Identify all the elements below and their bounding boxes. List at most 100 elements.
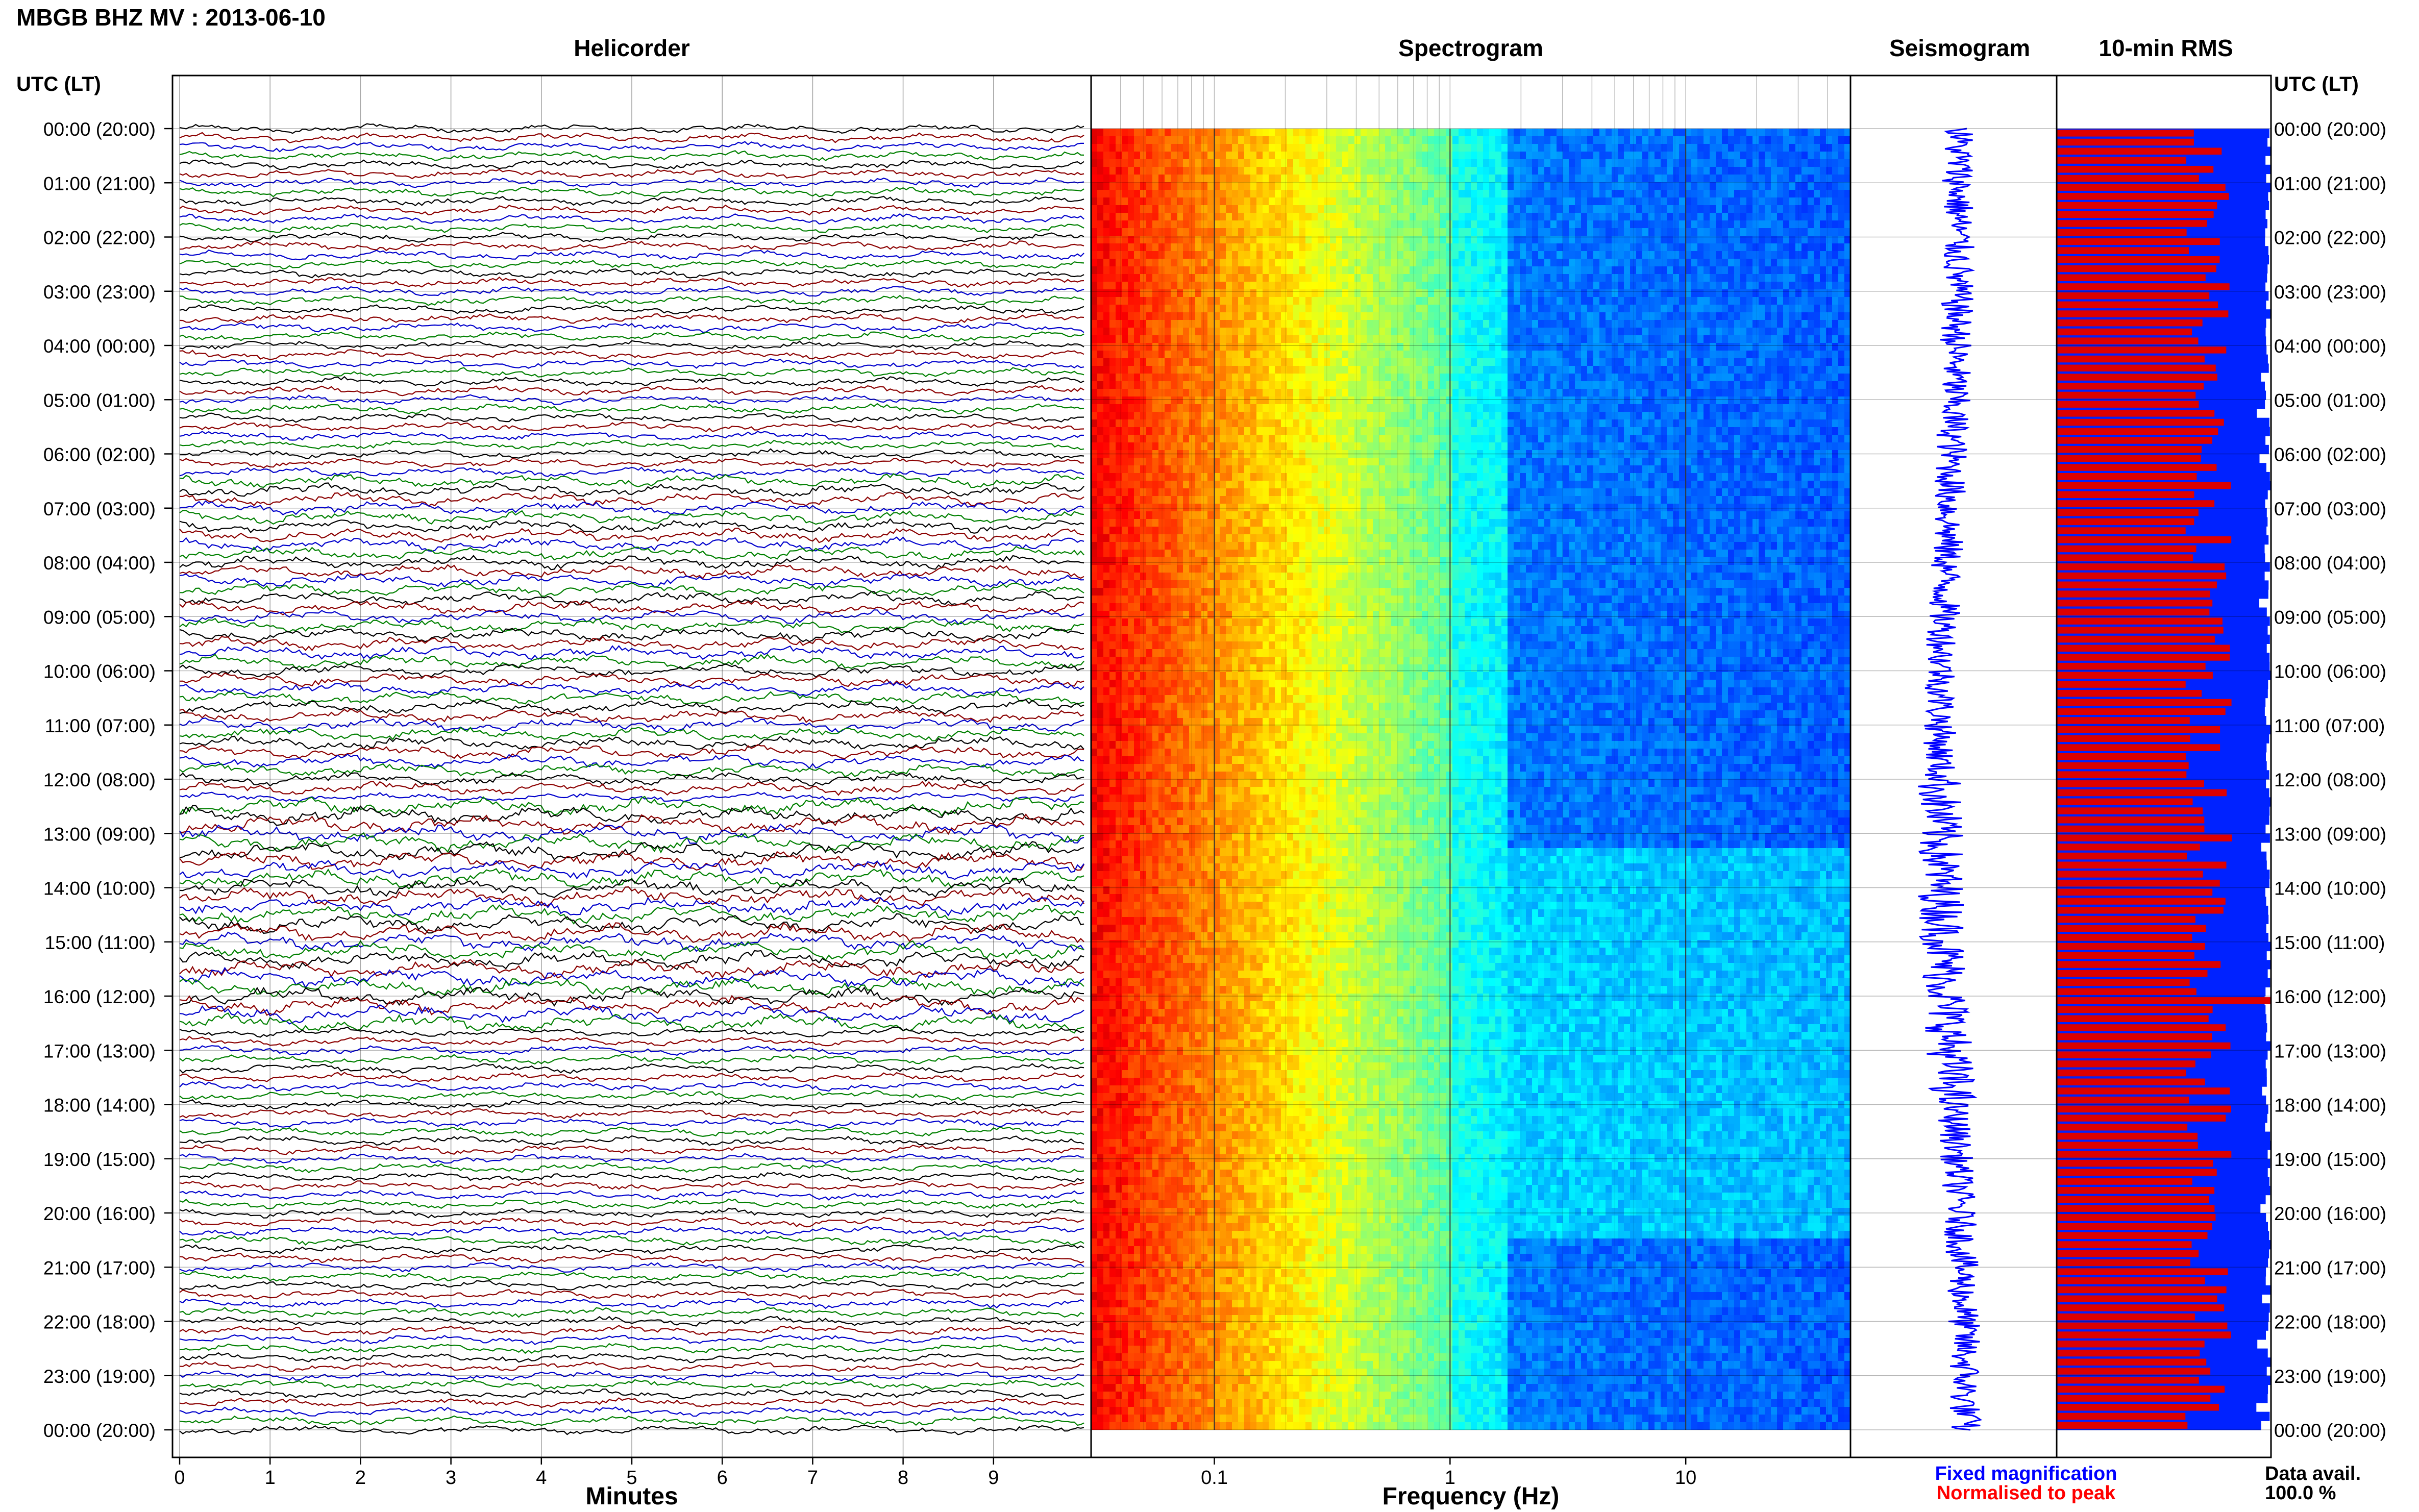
spectrogram-cell bbox=[1263, 511, 1269, 519]
helicorder-trace-row bbox=[179, 500, 1084, 515]
spectrogram-cell bbox=[1128, 626, 1134, 634]
spectrogram-cell bbox=[1226, 1338, 1232, 1346]
spectrogram-cell bbox=[1097, 266, 1104, 275]
spectrogram-cell bbox=[1183, 657, 1190, 665]
spectrogram-cell bbox=[1183, 863, 1190, 872]
spectrogram-cell bbox=[1195, 1346, 1202, 1354]
spectrogram-cell bbox=[1103, 764, 1110, 772]
spectrogram-cell bbox=[1226, 726, 1232, 734]
spectrogram-cell bbox=[1256, 1032, 1263, 1040]
spectrogram-cell bbox=[1128, 1330, 1134, 1339]
spectrogram-cell bbox=[1183, 1024, 1190, 1032]
spectrogram-cell bbox=[1134, 986, 1141, 994]
spectrogram-cell bbox=[1238, 213, 1245, 221]
spectrogram-cell bbox=[1152, 1269, 1159, 1277]
spectrogram-cell bbox=[1171, 588, 1177, 596]
spectrogram-cell bbox=[1263, 136, 1269, 144]
spectrogram-cell bbox=[1097, 197, 1104, 206]
spectrogram-cell bbox=[1171, 657, 1177, 665]
spectrogram-cell bbox=[1122, 1131, 1128, 1139]
spectrogram-cell bbox=[1232, 343, 1239, 351]
spectrogram-cell bbox=[1250, 152, 1257, 160]
spectrogram-cell bbox=[1250, 1055, 1257, 1063]
spectrogram-cell bbox=[1146, 220, 1153, 229]
spectrogram-cell bbox=[1195, 259, 1202, 267]
spectrogram-cell bbox=[1103, 374, 1110, 382]
helicorder-trace-row bbox=[179, 1035, 1084, 1047]
spectrogram-cell bbox=[1195, 1323, 1202, 1331]
spectrogram-cell bbox=[1134, 182, 1141, 190]
spectrogram-cell bbox=[1201, 190, 1208, 198]
spectrogram-cell bbox=[1232, 519, 1239, 527]
spectrogram-cell bbox=[1256, 144, 1263, 152]
spectrogram-cell bbox=[1201, 787, 1208, 795]
spectrogram-cell bbox=[1189, 894, 1196, 902]
spectrogram-cell bbox=[1128, 994, 1134, 1002]
spectrogram-cell bbox=[1109, 588, 1116, 596]
spectrogram-cell bbox=[1109, 1101, 1116, 1109]
spectrogram-cell bbox=[1109, 167, 1116, 175]
spectrogram-cell bbox=[1207, 687, 1214, 696]
spectrogram-cell bbox=[1122, 182, 1128, 190]
spectrogram-cell bbox=[1128, 703, 1134, 711]
spectrogram-cell bbox=[1140, 358, 1147, 366]
spectrogram-cell bbox=[1256, 749, 1263, 757]
spectrogram-cell bbox=[1103, 351, 1110, 359]
spectrogram-cell bbox=[1152, 657, 1159, 665]
spectrogram-cell bbox=[1097, 1177, 1104, 1185]
spectrogram-cell bbox=[1152, 1177, 1159, 1185]
spectrogram-cell bbox=[1201, 542, 1208, 550]
spectrogram-cell bbox=[1238, 641, 1245, 650]
spectrogram-cell bbox=[1256, 871, 1263, 879]
spectrogram-cell bbox=[1091, 1223, 1098, 1231]
spectrogram-cell bbox=[1195, 657, 1202, 665]
spectrogram-cell bbox=[1097, 971, 1104, 979]
spectrogram-cell bbox=[1134, 381, 1141, 389]
spectrogram-cell bbox=[1152, 504, 1159, 512]
spectrogram-cell bbox=[1232, 848, 1239, 856]
spectrogram-cell bbox=[1189, 971, 1196, 979]
spectrogram-cell bbox=[1195, 894, 1202, 902]
spectrogram-cell bbox=[1097, 1047, 1104, 1055]
spectrogram-cell bbox=[1220, 167, 1226, 175]
spectrogram-cell bbox=[1250, 1085, 1257, 1094]
spectrogram-cell bbox=[1091, 1231, 1098, 1239]
spectrogram-cell bbox=[1097, 289, 1104, 298]
spectrogram-cell bbox=[1122, 550, 1128, 558]
spectrogram-cell bbox=[1158, 550, 1165, 558]
spectrogram-cell bbox=[1238, 419, 1245, 428]
spectrogram-cell bbox=[1128, 1154, 1134, 1162]
spectrogram-cell bbox=[1183, 305, 1190, 313]
spectrogram-cell bbox=[1097, 519, 1104, 527]
spectrogram-cell bbox=[1122, 863, 1128, 872]
spectrogram-cell bbox=[1097, 358, 1104, 366]
spectrogram-cell bbox=[1250, 1216, 1257, 1224]
spectrogram-cell bbox=[1201, 1269, 1208, 1277]
spectrogram-cell bbox=[1146, 404, 1153, 412]
spectrogram-cell bbox=[1238, 274, 1245, 282]
spectrogram-cell bbox=[1152, 481, 1159, 489]
spectrogram-cell bbox=[1103, 266, 1110, 275]
spectrogram-cell bbox=[1109, 1055, 1116, 1063]
spectrogram-cell bbox=[1158, 1407, 1165, 1415]
spectrogram-cell bbox=[1244, 1277, 1251, 1285]
spectrogram-cell bbox=[1103, 534, 1110, 542]
spectrogram-cell bbox=[1238, 458, 1245, 466]
helicorder-trace-row bbox=[179, 727, 1084, 741]
spectrogram-cell bbox=[1097, 1147, 1104, 1155]
spectrogram-cell bbox=[1201, 672, 1208, 680]
spectrogram-cell bbox=[1103, 1078, 1110, 1086]
spectrogram-cell bbox=[1134, 817, 1141, 826]
spectrogram-cell bbox=[1220, 152, 1226, 160]
spectrogram-cell bbox=[1165, 1361, 1171, 1369]
spectrogram-cell bbox=[1207, 1361, 1214, 1369]
spectrogram-cell bbox=[1201, 442, 1208, 451]
helicorder-trace-row bbox=[179, 1361, 1084, 1373]
spectrogram-cell bbox=[1134, 205, 1141, 213]
spectrogram-cell bbox=[1220, 1177, 1226, 1185]
spectrogram-cell bbox=[1122, 481, 1128, 489]
spectrogram-cell bbox=[1250, 159, 1257, 167]
spectrogram-cell bbox=[1207, 144, 1214, 152]
spectrogram-cell bbox=[1091, 657, 1098, 665]
spectrogram-cell bbox=[1250, 710, 1257, 718]
